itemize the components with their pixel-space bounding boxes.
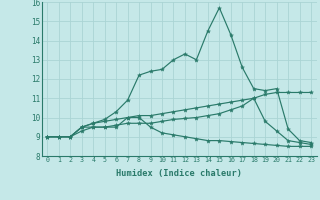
X-axis label: Humidex (Indice chaleur): Humidex (Indice chaleur) bbox=[116, 169, 242, 178]
